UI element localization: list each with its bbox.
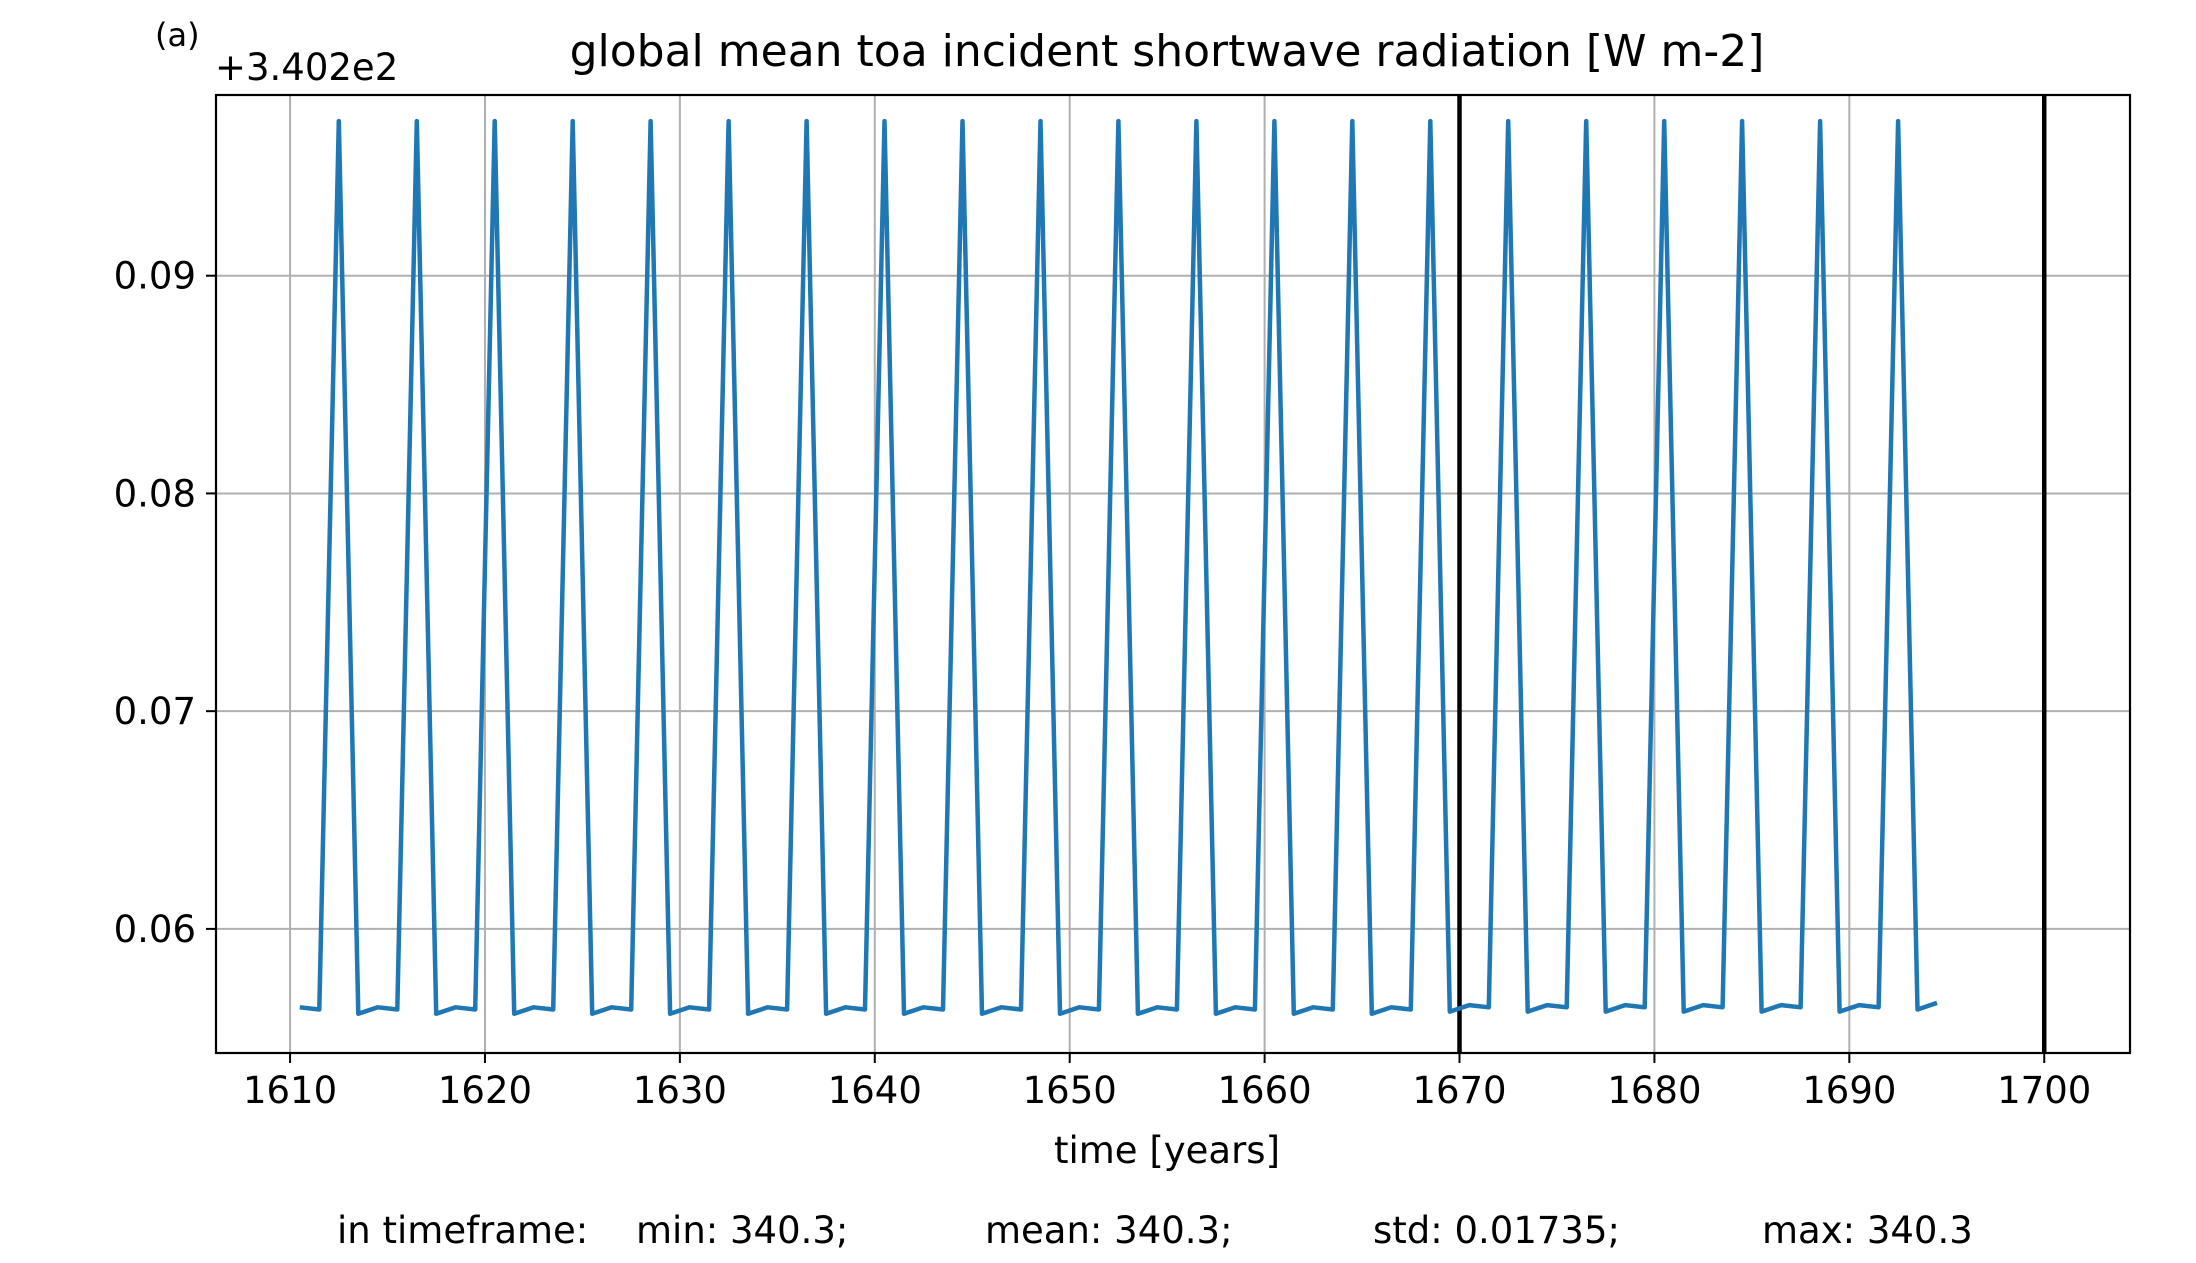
y-tick-label: 0.09 <box>114 255 196 298</box>
series-line <box>299 118 1938 1017</box>
x-tick-label: 1680 <box>1607 1069 1701 1112</box>
x-tick-label: 1630 <box>633 1069 727 1112</box>
x-tick-label: 1620 <box>438 1069 532 1112</box>
y-tick-label: 0.08 <box>114 472 196 515</box>
stats-std: std: 0.01735; <box>1373 1209 1620 1252</box>
panel-label: (a) <box>155 16 200 54</box>
x-axis-label: time [years] <box>1054 1129 1280 1172</box>
x-tick-label: 1700 <box>1997 1069 2091 1112</box>
vertical-markers <box>1457 95 2047 1053</box>
y-offset-label: +3.402e2 <box>215 46 398 89</box>
stats-prefix: in timeframe: <box>337 1209 588 1252</box>
stats-mean: mean: 340.3; <box>985 1209 1233 1252</box>
y-axis-ticks: 0.06 0.07 0.08 0.09 <box>114 255 216 951</box>
x-tick-label: 1660 <box>1218 1069 1312 1112</box>
x-tick-label: 1640 <box>828 1069 922 1112</box>
x-tick-label: 1650 <box>1023 1069 1117 1112</box>
chart-title: global mean toa incident shortwave radia… <box>570 26 1765 77</box>
x-tick-label: 1670 <box>1412 1069 1506 1112</box>
stats-max: max: 340.3 <box>1762 1209 1973 1252</box>
stats-line: in timeframe: min: 340.3; mean: 340.3; s… <box>337 1209 1973 1252</box>
y-tick-label: 0.06 <box>114 908 196 951</box>
series-layer <box>299 118 1938 1017</box>
x-tick-label: 1690 <box>1802 1069 1896 1112</box>
y-tick-label: 0.07 <box>114 690 196 733</box>
plot-frame <box>214 93 2132 1055</box>
stats-min: min: 340.3; <box>636 1209 848 1252</box>
x-axis-ticks: 1610 1620 1630 1640 1650 1660 1670 1680 1690 1700 <box>243 1053 2091 1112</box>
x-tick-label: 1610 <box>243 1069 337 1112</box>
